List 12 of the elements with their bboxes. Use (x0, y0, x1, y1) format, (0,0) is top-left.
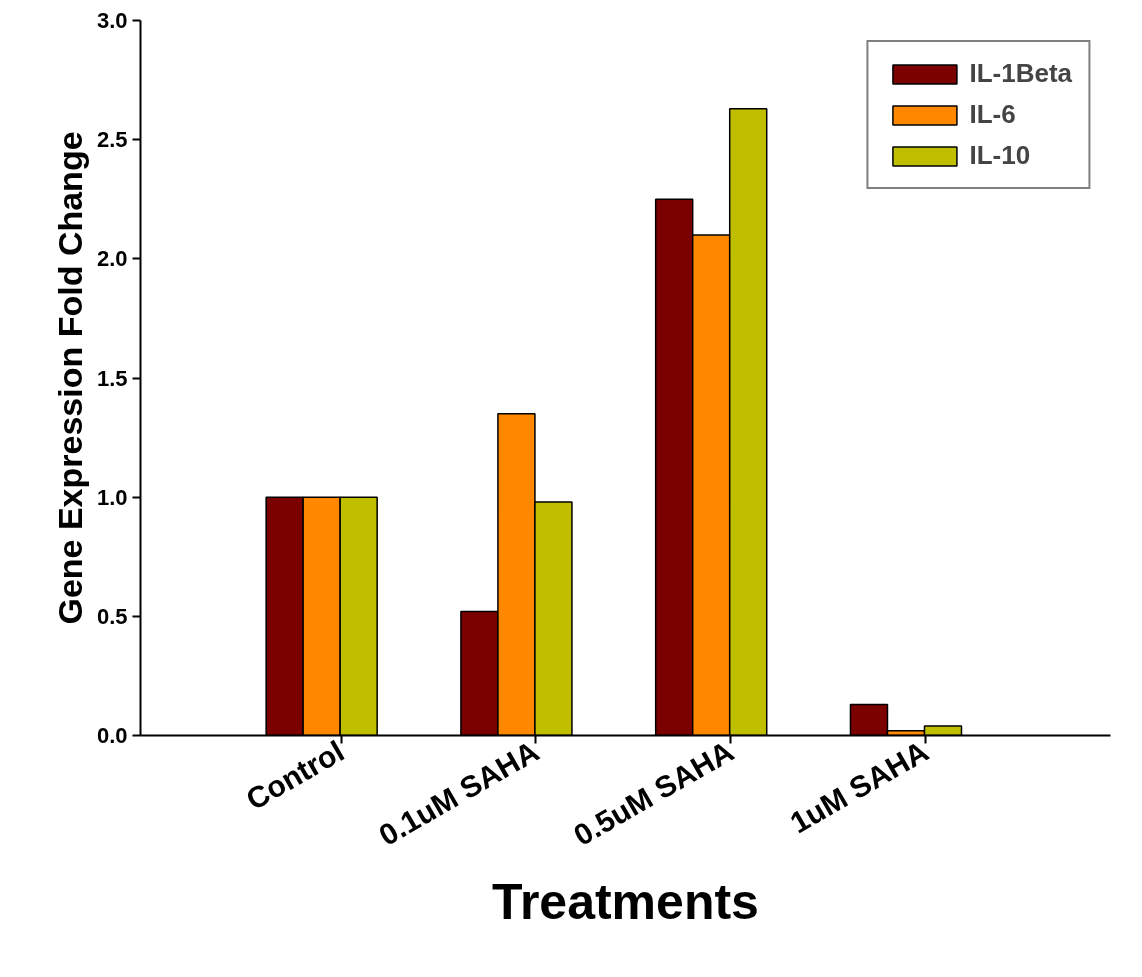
y-tick-label: 0.5 (96, 603, 128, 629)
legend-label: IL-6 (969, 99, 1016, 130)
legend-label: IL-10 (969, 140, 1031, 171)
y-tick-label: 1.5 (96, 365, 128, 391)
y-axis-title: Gene Expression Fold Change (50, 131, 89, 625)
y-tick-label: 2.5 (96, 127, 128, 153)
x-axis-title: Treatments (492, 874, 759, 931)
legend-label: IL-1Beta (969, 58, 1072, 89)
y-tick-label: 1.0 (96, 484, 128, 510)
y-tick-label: 3.0 (96, 8, 128, 33)
y-tick-label: 2.0 (96, 246, 128, 272)
y-tick-label: 0.0 (96, 723, 128, 748)
